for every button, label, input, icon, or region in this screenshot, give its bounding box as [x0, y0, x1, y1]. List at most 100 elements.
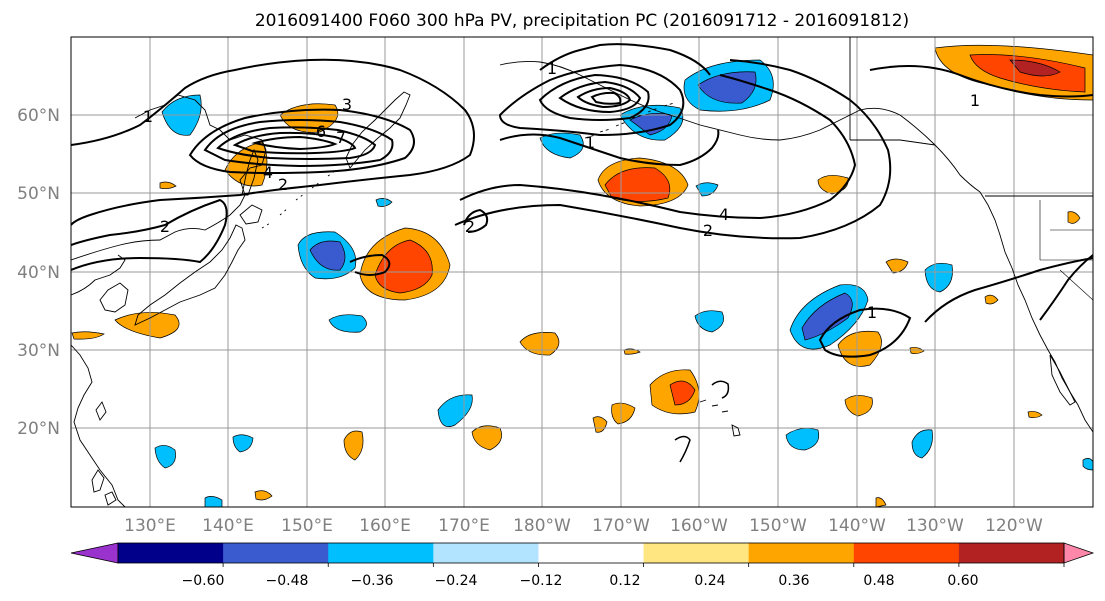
- asia-coastline: [71, 94, 267, 261]
- pv-contour-label: 2: [465, 217, 475, 236]
- precip-positive-core: [669, 380, 696, 406]
- pv-contour: [71, 198, 228, 271]
- pv-contours: [71, 43, 1093, 463]
- precip-negative-region: [539, 132, 584, 159]
- precip-positive-region: [611, 402, 636, 425]
- longitude-labels: 130°E 140°E 150°E 160°E 170°E 180°W 170°…: [124, 516, 1043, 536]
- precip-negative-region: [154, 445, 176, 469]
- colorbar-tick-label: −0.12: [520, 573, 563, 589]
- pv-contour: [251, 135, 338, 151]
- colorbar-tick-label: 0.24: [694, 573, 725, 589]
- asia-coastline: [71, 254, 126, 296]
- colorbar-tick-label: −0.36: [351, 573, 394, 589]
- precip-negative-region: [328, 314, 367, 333]
- taiwan-coastline: [95, 401, 107, 421]
- pv-contour: [203, 119, 394, 168]
- hawaii-islands: [699, 399, 741, 437]
- us-state-borders: [1039, 200, 1093, 301]
- lon-label: 130°E: [124, 516, 176, 536]
- colorbar-frame: [117, 542, 1065, 564]
- pv-contour: [188, 108, 415, 174]
- map-area: 1 2 3 4 6 7 2 4 2 1 1 1 2 1: [71, 37, 1093, 507]
- colorbar-tick-label: 0.48: [863, 573, 894, 589]
- pv-contour: [576, 86, 632, 109]
- lon-label: 170°W: [592, 516, 650, 536]
- pv-contour: [590, 91, 622, 105]
- colorbar-segment: [118, 543, 224, 563]
- colorbar-segment: [538, 543, 645, 563]
- pv-contour-labels: 1 2 3 4 6 7 2 4 2 1 1 1 2 1: [143, 59, 980, 322]
- precip-negative-region: [694, 310, 724, 333]
- colorbar-tick-label: −0.48: [266, 573, 309, 589]
- lon-label: 150°E: [281, 516, 333, 536]
- lat-label: 60°N: [17, 106, 60, 126]
- colorbar-segment: [328, 543, 434, 563]
- precip-negative-region: [232, 434, 254, 453]
- lon-label: 160°W: [670, 516, 728, 536]
- canada-border: [849, 37, 936, 146]
- lon-label: 120°W: [985, 516, 1043, 536]
- pv-contour: [538, 73, 650, 121]
- colorbar-segment: [853, 543, 960, 563]
- pv-contour-label: 2: [703, 221, 713, 240]
- colorbar-segment: [223, 543, 329, 563]
- pv-contour: [499, 129, 720, 167]
- colorbar-tick-label: −0.24: [435, 573, 478, 589]
- precip-positive-region: [114, 312, 180, 339]
- pv-contour: [818, 307, 912, 358]
- lat-label: 50°N: [17, 184, 60, 204]
- precip-positive-region: [984, 294, 999, 305]
- pv-contour-label: 1: [143, 107, 153, 126]
- philippines-coastline: [91, 469, 117, 506]
- colorbar-tick-label: 0.60: [947, 573, 978, 589]
- pv-contour: [498, 63, 685, 137]
- pv-contour: [232, 131, 357, 155]
- pv-contour-label: 4: [719, 205, 729, 224]
- lon-label: 170°E: [438, 516, 490, 536]
- precip-positive-region: [1027, 411, 1043, 419]
- map-frame: [70, 36, 1094, 508]
- pv-contour: [1039, 254, 1093, 321]
- colorbar-extend-low: [70, 542, 119, 564]
- korea-coastline: [99, 282, 129, 313]
- precip-positive-region: [254, 490, 273, 501]
- colorbar-segment: [643, 543, 750, 563]
- pv-contour-label: 7: [336, 128, 346, 147]
- precip-positive-region: [519, 332, 560, 356]
- colorbar-extend-high: [1063, 542, 1095, 564]
- precip-negative-region: [375, 198, 393, 207]
- pv-contour: [674, 435, 691, 463]
- precip-negative-region: [911, 429, 933, 459]
- pv-contour-label: 2: [278, 175, 288, 194]
- pv-contour-label: 1: [547, 59, 557, 78]
- pv-contour: [216, 126, 377, 160]
- china-coastline: [71, 344, 126, 507]
- pv-contour: [349, 253, 391, 276]
- lat-label: 40°N: [17, 263, 60, 283]
- pv-contour-label: 1: [970, 91, 980, 110]
- latitude-labels: 60°N 50°N 40°N 30°N 20°N: [17, 106, 60, 439]
- map-title: 2016091400 F060 300 hPa PV, precipitatio…: [255, 11, 909, 31]
- pv-contour-label: 2: [160, 217, 170, 236]
- lon-label: 140°E: [202, 516, 254, 536]
- precip-negative-region: [204, 496, 223, 507]
- pv-contour: [539, 43, 711, 76]
- lon-label: 160°E: [359, 516, 411, 536]
- colorbar-ticks: [222, 563, 1065, 567]
- precip-negative-region: [924, 263, 953, 293]
- precip-positive-region: [875, 497, 887, 507]
- colorbar: −0.60 −0.48 −0.36 −0.24 −0.12 0.12 0.24 …: [70, 542, 1095, 589]
- gridlines: [71, 37, 1093, 507]
- precip-negative-region: [1082, 458, 1093, 471]
- pv-contour-label: 6: [316, 122, 326, 141]
- pv-contour-label: 1: [867, 303, 877, 322]
- pv-contour-label: 1: [585, 133, 595, 152]
- precip-negative-core: [697, 71, 757, 104]
- colorbar-tick-label: 0.12: [609, 573, 640, 589]
- precip-negative-region: [785, 428, 820, 451]
- precip-positive-region: [909, 347, 925, 355]
- colorbar-tick-label: 0.36: [778, 573, 809, 589]
- pv-contour: [869, 65, 1093, 98]
- lat-label: 30°N: [17, 341, 60, 361]
- precip-negative-core: [801, 292, 853, 341]
